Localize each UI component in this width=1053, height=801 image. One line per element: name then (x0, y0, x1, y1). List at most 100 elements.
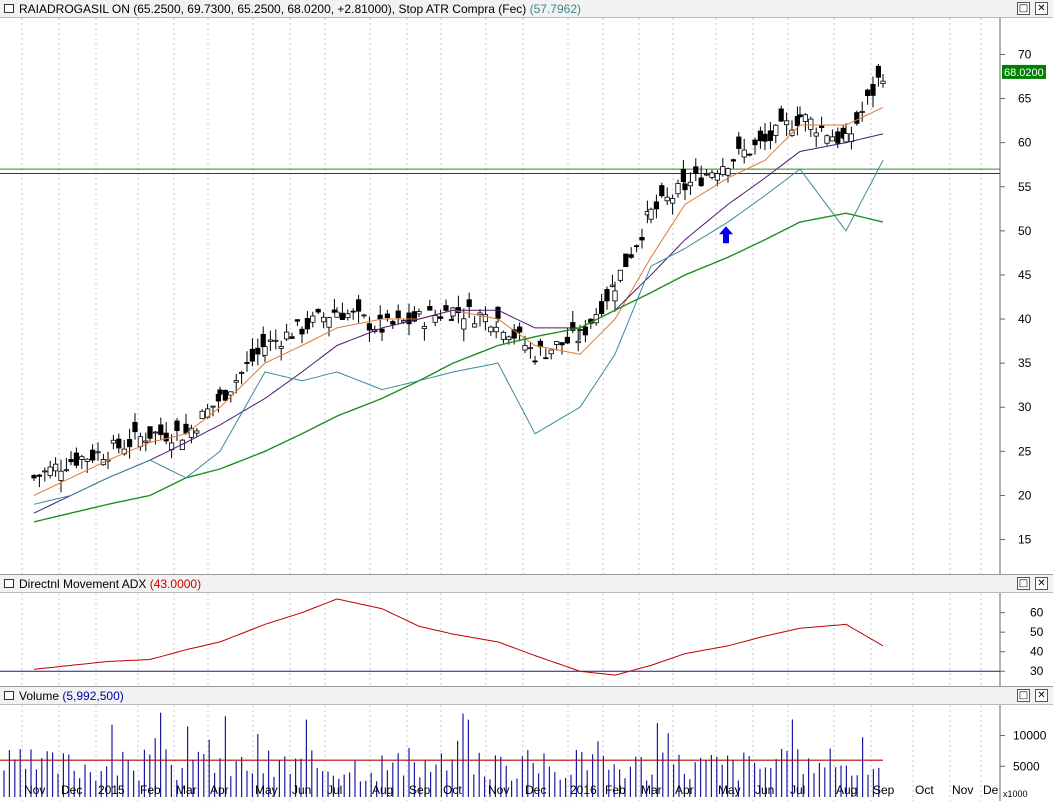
candle-body (384, 313, 391, 319)
x-tick-label: Jul (790, 783, 806, 797)
candle-body (379, 328, 385, 333)
candle-body (762, 133, 768, 142)
candle-body (143, 440, 149, 443)
price-pane-title: RAIADROGASIL ON (65.2500, 69.7300, 65.25… (19, 2, 581, 16)
pane-icon (4, 4, 14, 13)
candle-body (339, 312, 346, 320)
candle-body (778, 108, 784, 122)
candle-body (334, 311, 340, 318)
x-tick-label: Mar (176, 783, 197, 797)
pane-icon (4, 691, 14, 700)
candle-body (345, 313, 351, 319)
sma-long-line (33, 212, 884, 523)
adx-line (33, 598, 884, 676)
x-tick-label: Nov (24, 783, 46, 797)
candle-body (843, 133, 849, 143)
restore-button[interactable]: □ (1017, 577, 1030, 590)
candle-body (400, 320, 407, 323)
x-tick-label: De (983, 783, 999, 797)
x-tick-label: Oct (915, 783, 934, 797)
candle-body (797, 114, 803, 118)
candle-body (255, 347, 261, 355)
x-tick-label: Jul (327, 783, 343, 797)
candle-body (747, 153, 753, 156)
candle-body (411, 311, 418, 322)
candle-body (278, 346, 284, 349)
candle-body (875, 65, 882, 78)
candle-body (73, 452, 79, 466)
candle-body (680, 168, 687, 183)
volume-pane[interactable]: Volume (5,992,500) □ ✕ 10000 5000 x1000 (0, 686, 1053, 801)
candle-body (612, 290, 618, 302)
close-button[interactable]: ✕ (1035, 577, 1048, 590)
candle-body (752, 139, 758, 146)
candle-body (377, 314, 383, 320)
x-tick-label: Aug (836, 783, 858, 797)
candle-body (693, 166, 699, 175)
candle-body (395, 310, 401, 319)
candle-body (326, 317, 332, 328)
y-tick-label: 10000 (1013, 729, 1047, 743)
candle-body (137, 436, 143, 447)
candle-body (859, 111, 865, 113)
volume-value: (5,992,500) (62, 689, 124, 703)
candle-body (670, 198, 676, 204)
candle-body (582, 326, 589, 336)
y-tick-label: 40 (1030, 645, 1044, 659)
y-tick-label: 20 (1018, 488, 1032, 502)
candle-body (448, 319, 455, 321)
x-tick-label: Sep (409, 783, 431, 797)
candle-body (320, 316, 327, 323)
x-tick-label: Apr (210, 783, 229, 797)
close-button[interactable]: ✕ (1035, 2, 1048, 15)
candle-body (794, 116, 801, 126)
candle-body (90, 449, 96, 461)
y-tick-label: 70 (1018, 47, 1032, 61)
candle-body (741, 149, 747, 158)
candle-body (543, 357, 549, 360)
y-tick-label: 40 (1018, 312, 1032, 326)
candle-body (53, 463, 59, 472)
candle-body (315, 308, 321, 313)
x-tick-label: 2016 (570, 783, 597, 797)
candle-body (210, 405, 216, 408)
restore-button[interactable]: □ (1017, 2, 1030, 15)
x-tick-label: Apr (675, 783, 694, 797)
candle-body (609, 284, 616, 287)
candle-body (628, 254, 634, 258)
candle-body (527, 347, 534, 350)
x-tick-label: Jun (292, 783, 312, 797)
x-tick-label: Feb (605, 783, 626, 797)
candle-body (249, 348, 255, 362)
price-pane-titlebar: RAIADROGASIL ON (65.2500, 69.7300, 65.25… (0, 0, 1053, 18)
y-tick-label: 5000 (1013, 759, 1040, 773)
candle-body (865, 89, 871, 97)
candle-body (222, 389, 228, 401)
candle-body (183, 423, 189, 434)
candle-body (532, 360, 538, 363)
candle-body (482, 314, 489, 323)
candle-body (361, 314, 367, 317)
close-button[interactable]: ✕ (1035, 689, 1048, 702)
candle-body (506, 336, 512, 341)
candle-body (421, 325, 428, 330)
restore-button[interactable]: □ (1017, 689, 1030, 702)
adx-pane[interactable]: Directnl Movement ADX (43.0000) □ ✕ 60 50… (0, 574, 1053, 687)
y-tick-label: 60 (1018, 136, 1032, 150)
candle-body (390, 321, 396, 325)
candle-body (554, 341, 560, 345)
candle-body (228, 391, 234, 396)
x-tick-label: Mar (641, 783, 662, 797)
x-tick-label: Dec (61, 783, 83, 797)
x-tick-label: Aug (372, 783, 394, 797)
candle-body (698, 177, 704, 187)
price-pane[interactable]: RAIADROGASIL ON (65.2500, 69.7300, 65.25… (0, 0, 1053, 574)
candle-body (163, 432, 169, 442)
x-tick-label: Sep (873, 783, 895, 797)
candle-body (58, 470, 64, 481)
volume-unit-label: x1000 (1003, 789, 1028, 799)
candle-body (511, 329, 517, 339)
candle-body (121, 448, 127, 455)
candle-body (784, 120, 790, 126)
candle-body (416, 311, 422, 315)
